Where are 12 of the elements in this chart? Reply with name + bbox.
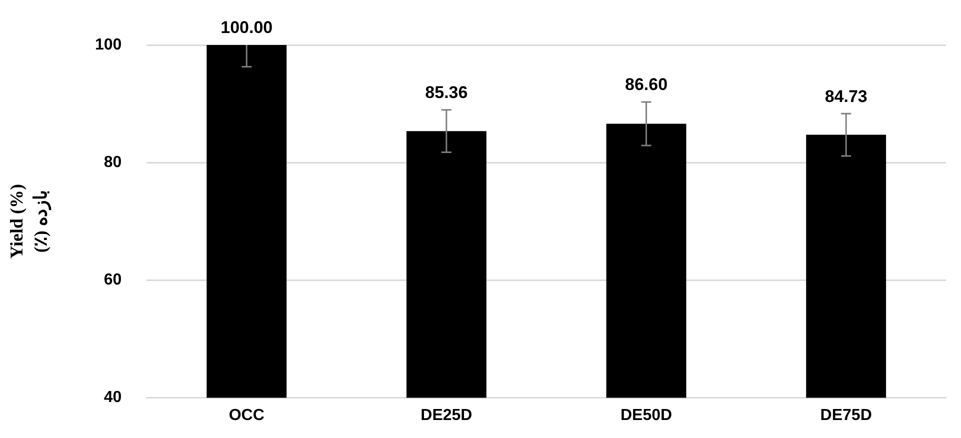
x-tick-label: DE75D [820, 406, 872, 424]
y-tick-label: 40 [104, 389, 122, 406]
y-tick-label: 80 [104, 154, 122, 172]
data-label: 85.36 [425, 83, 468, 102]
data-label: 100.00 [220, 18, 273, 38]
data-label: 86.60 [624, 75, 668, 94]
x-tick-label: DE25D [420, 406, 472, 424]
x-tick-label: OCC [228, 406, 265, 424]
x-tick-label: DE50D [620, 406, 672, 424]
y-tick-label: 100 [94, 36, 122, 54]
data-label: 84.73 [824, 86, 868, 106]
y-tick-label: 60 [104, 272, 122, 289]
